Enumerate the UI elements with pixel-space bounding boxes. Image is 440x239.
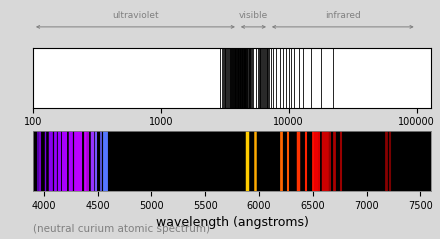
Text: (neutral curium atomic spectrum): (neutral curium atomic spectrum)	[33, 224, 210, 234]
X-axis label: wavelength (angstroms): wavelength (angstroms)	[156, 217, 308, 229]
Text: ultraviolet: ultraviolet	[112, 11, 159, 20]
Text: visible: visible	[239, 11, 268, 20]
X-axis label: wavelength (angstroms): wavelength (angstroms)	[156, 133, 308, 146]
Text: infrared: infrared	[325, 11, 361, 20]
